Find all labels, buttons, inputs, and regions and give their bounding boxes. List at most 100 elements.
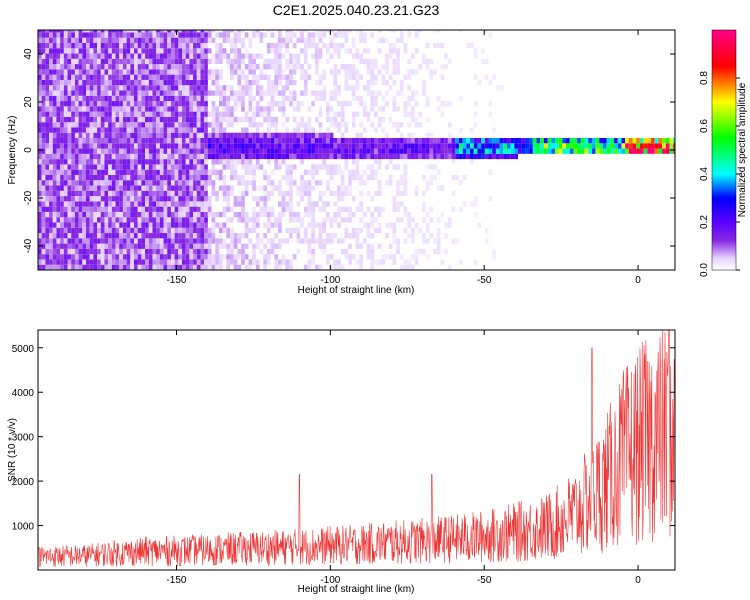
heatmap-cell xyxy=(444,153,448,160)
heatmap-cell xyxy=(366,227,371,234)
heatmap-cell xyxy=(82,211,87,218)
heatmap-cell xyxy=(196,148,201,154)
heatmap-cell xyxy=(56,138,61,144)
heatmap-cell xyxy=(52,243,57,249)
heatmap-cell xyxy=(281,90,286,96)
heatmap-cell xyxy=(285,227,290,234)
heatmap-cell xyxy=(156,122,160,128)
heatmap-cell xyxy=(156,201,160,207)
heatmap-cell xyxy=(303,148,308,154)
heatmap-cell xyxy=(97,111,101,117)
heatmap-cell xyxy=(185,248,190,255)
heatmap-cell xyxy=(126,164,131,170)
heatmap-cell xyxy=(207,238,212,244)
heatmap-cell xyxy=(193,233,197,239)
heatmap-cell xyxy=(45,243,50,249)
heatmap-cell xyxy=(67,180,72,186)
heatmap-cell xyxy=(60,148,64,154)
heatmap-cell xyxy=(374,217,378,223)
heatmap-cell xyxy=(193,217,197,223)
heatmap-cell xyxy=(285,206,290,212)
heatmap-cell xyxy=(41,254,46,260)
heatmap-cell xyxy=(318,143,323,149)
heatmap-cell xyxy=(307,248,312,255)
heatmap-cell xyxy=(366,233,371,239)
heatmap-cell xyxy=(259,106,264,112)
heatmap-cell xyxy=(241,58,245,65)
heatmap-cell xyxy=(185,259,190,265)
heatmap-cell xyxy=(178,32,183,38)
heatmap-cell xyxy=(115,233,120,239)
heatmap-cell xyxy=(285,180,290,186)
heatmap-cell xyxy=(422,58,426,65)
heatmap-cell xyxy=(211,217,216,223)
heatmap-cell xyxy=(119,206,123,212)
heatmap-cell xyxy=(385,69,389,75)
heatmap-cell xyxy=(274,259,279,265)
heatmap-cell xyxy=(89,153,94,160)
heatmap-cell xyxy=(248,132,253,138)
heatmap-cell xyxy=(182,127,186,133)
heatmap-cell xyxy=(230,48,234,54)
heatmap-cell xyxy=(159,101,164,107)
heatmap-cell xyxy=(374,79,378,86)
heatmap-cell xyxy=(385,90,389,96)
heatmap-cell xyxy=(396,248,400,255)
heatmap-cell xyxy=(82,101,87,107)
heatmap-cell xyxy=(506,148,511,154)
heatmap-cell xyxy=(93,90,98,96)
heatmap-cell xyxy=(255,243,260,249)
heatmap-cell xyxy=(252,174,256,181)
heatmap-cell xyxy=(337,196,341,202)
heatmap-cell xyxy=(49,227,53,234)
heatmap-cell xyxy=(362,143,367,149)
heatmap-cell xyxy=(484,138,489,144)
heatmap-cell xyxy=(355,259,360,265)
heatmap-cell xyxy=(67,143,72,149)
heatmap-cell xyxy=(115,159,120,165)
heatmap-cell xyxy=(119,64,123,70)
heatmap-cell xyxy=(218,116,223,123)
heatmap-cell xyxy=(182,164,186,170)
heatmap-cell xyxy=(182,248,186,255)
colorbar-tick-label: 0.4 xyxy=(699,167,710,181)
heatmap-cell xyxy=(134,159,138,165)
heatmap-cell xyxy=(289,206,293,212)
heatmap-cell xyxy=(156,64,160,70)
heatmap-cell xyxy=(89,248,94,255)
heatmap-cell xyxy=(333,85,338,91)
heatmap-cell xyxy=(145,64,149,70)
heatmap-cell xyxy=(71,217,75,223)
heatmap-cell xyxy=(137,138,142,144)
heatmap-cell xyxy=(182,190,186,197)
heatmap-cell xyxy=(200,74,205,80)
heatmap-cell xyxy=(440,148,445,154)
heatmap-cell xyxy=(370,32,375,38)
heatmap-cell xyxy=(281,148,286,154)
heatmap-cell xyxy=(141,74,146,80)
heatmap-cell xyxy=(63,185,68,191)
heatmap-cell xyxy=(38,264,42,270)
heatmap-cell xyxy=(359,254,363,260)
heatmap-cell xyxy=(126,53,131,59)
heatmap-cell xyxy=(233,243,238,249)
heatmap-cell xyxy=(174,153,179,160)
heatmap-cell xyxy=(126,132,131,138)
heatmap-cell xyxy=(303,127,308,133)
heatmap-cell xyxy=(484,30,489,33)
heatmap-cell xyxy=(377,180,382,186)
heatmap-cell xyxy=(233,169,238,175)
heatmap-cell xyxy=(255,201,260,207)
heatmap-cell xyxy=(226,259,231,265)
heatmap-cell xyxy=(222,254,227,260)
heatmap-cell xyxy=(314,148,319,154)
heatmap-cell xyxy=(455,153,459,160)
heatmap-cell xyxy=(281,254,286,260)
heatmap-cell xyxy=(215,243,219,249)
heatmap-cell xyxy=(248,180,253,186)
heatmap-cell xyxy=(130,111,135,117)
heatmap-cell xyxy=(296,37,301,43)
heatmap-cell xyxy=(167,42,171,49)
heatmap-cell xyxy=(93,132,98,138)
heatmap-cell xyxy=(285,238,290,244)
